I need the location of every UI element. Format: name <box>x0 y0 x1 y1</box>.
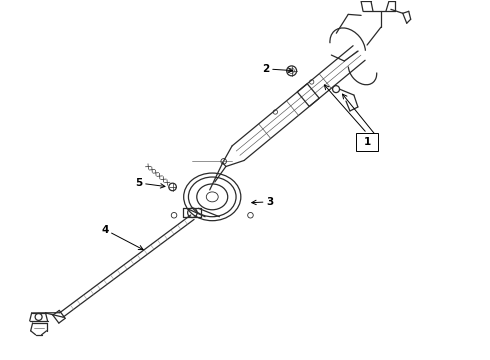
Text: 3: 3 <box>252 197 273 207</box>
Text: 4: 4 <box>101 225 143 249</box>
Text: 2: 2 <box>262 64 293 74</box>
Text: 5: 5 <box>135 178 165 188</box>
Text: 1: 1 <box>364 137 370 147</box>
